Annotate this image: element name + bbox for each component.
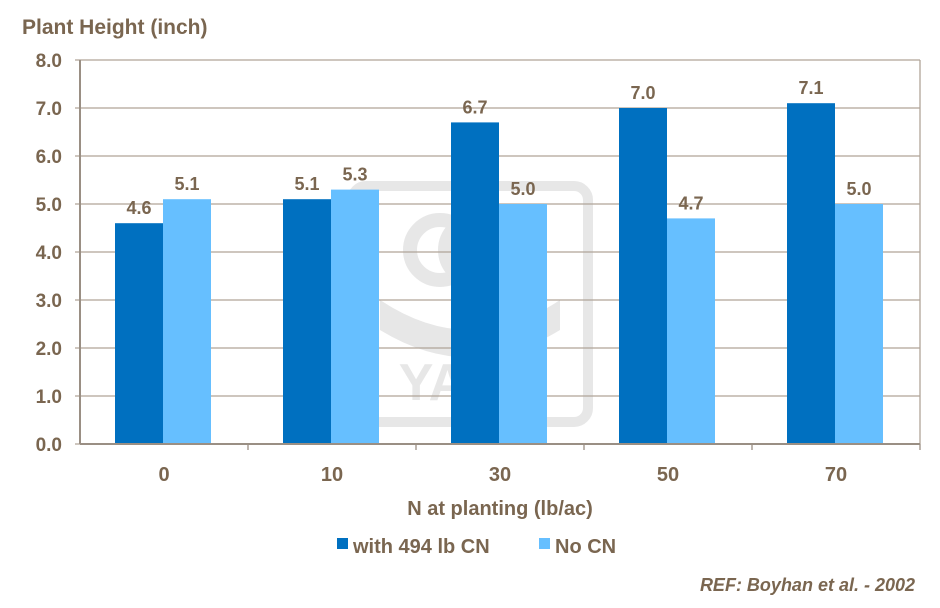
y-tick-label: 5.0 xyxy=(36,195,62,216)
y-tick-label: 1.0 xyxy=(36,387,62,408)
x-tick-label: 0 xyxy=(158,464,169,486)
data-label: 7.1 xyxy=(798,78,823,98)
data-label: 4.6 xyxy=(126,198,151,218)
chart-title: Plant Height (inch) xyxy=(22,16,208,39)
y-tick-label: 8.0 xyxy=(36,51,62,72)
bar-no-cn xyxy=(667,218,715,444)
data-label: 6.7 xyxy=(462,97,487,117)
data-label: 5.1 xyxy=(294,174,319,194)
legend-swatch-with-cn xyxy=(337,538,348,549)
legend-label-with-cn: with 494 lb CN xyxy=(352,536,490,558)
data-label: 7.0 xyxy=(630,83,655,103)
legend-label-no-cn: No CN xyxy=(555,536,616,558)
x-tick-label: 30 xyxy=(489,464,511,486)
x-tick-label: 10 xyxy=(321,464,343,486)
bar-with-cn xyxy=(115,223,163,444)
data-label: 5.0 xyxy=(510,179,535,199)
x-tick-label: 70 xyxy=(825,464,847,486)
legend: with 494 lb CN No CN xyxy=(337,536,616,558)
y-tick-label: 4.0 xyxy=(36,243,62,264)
y-tick-label: 7.0 xyxy=(36,99,62,120)
bar-no-cn xyxy=(835,204,883,444)
reference-note: REF: Boyhan et al. - 2002 xyxy=(700,575,915,595)
data-label: 5.3 xyxy=(342,165,367,185)
y-tick-label: 2.0 xyxy=(36,339,62,360)
legend-swatch-no-cn xyxy=(539,538,550,549)
x-axis-label: N at planting (lb/ac) xyxy=(407,498,593,520)
bar-with-cn xyxy=(283,199,331,444)
bar-with-cn xyxy=(619,108,667,444)
y-tick-label: 0.0 xyxy=(36,435,62,456)
data-label: 5.1 xyxy=(174,174,199,194)
bar-no-cn xyxy=(163,199,211,444)
bar-no-cn xyxy=(499,204,547,444)
y-tick-label: 3.0 xyxy=(36,291,62,312)
data-label: 5.0 xyxy=(846,179,871,199)
bar-with-cn xyxy=(451,122,499,445)
data-label: 4.7 xyxy=(678,193,703,213)
y-tick-label: 6.0 xyxy=(36,147,62,168)
bar-with-cn xyxy=(787,103,835,444)
bar-no-cn xyxy=(331,189,379,444)
x-tick-label: 50 xyxy=(657,464,679,486)
